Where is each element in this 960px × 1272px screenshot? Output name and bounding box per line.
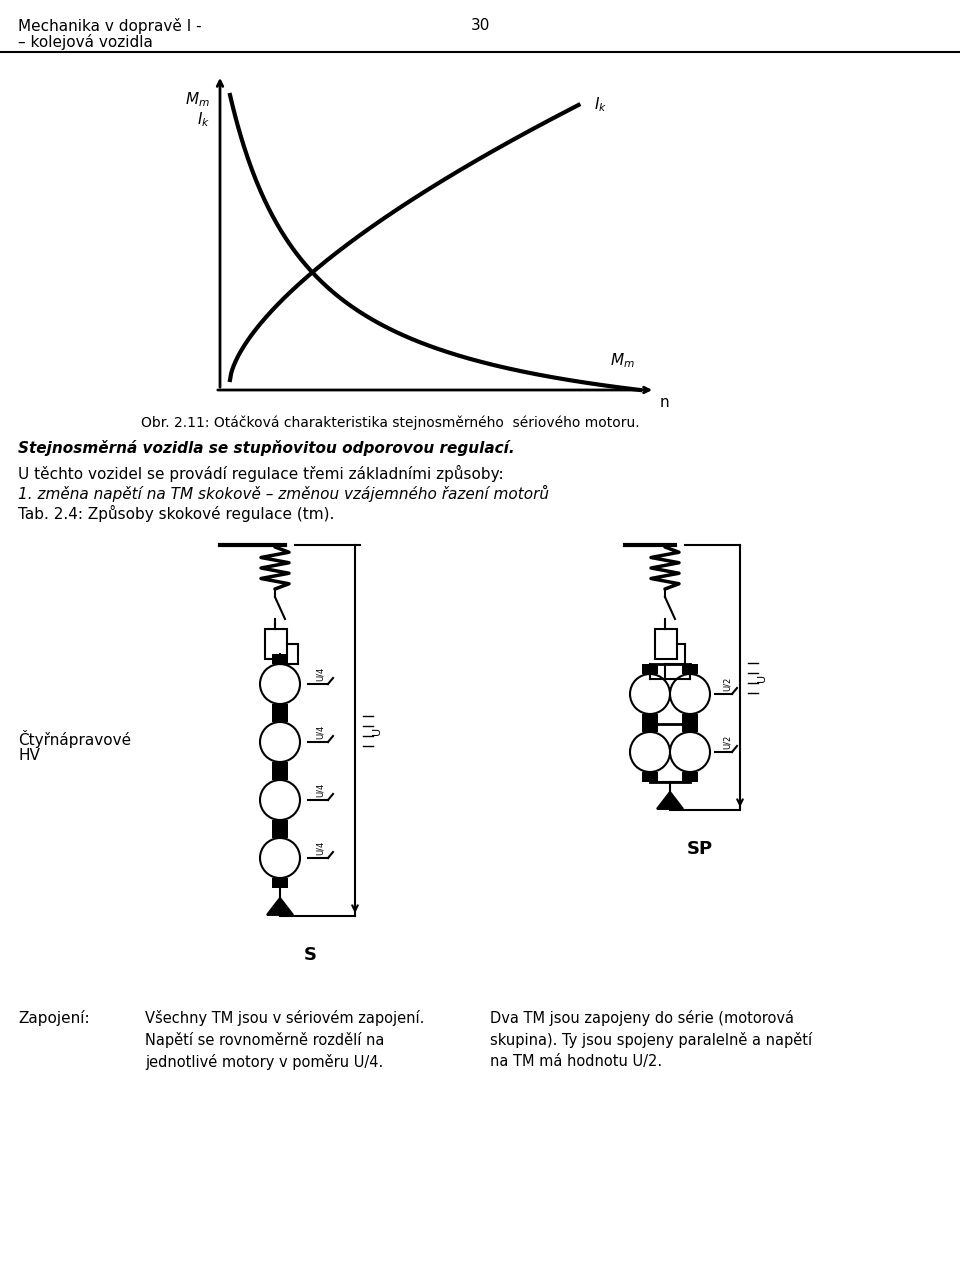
Text: Mechanika v dopravě I -: Mechanika v dopravě I - xyxy=(18,18,202,34)
Text: n: n xyxy=(660,396,670,410)
Bar xyxy=(265,628,287,659)
Text: HV: HV xyxy=(18,748,40,763)
Text: Dva TM jsou zapojeny do série (motorová: Dva TM jsou zapojeny do série (motorová xyxy=(490,1010,794,1027)
Text: U těchto vozidel se provádí regulace třemi základními způsoby:: U těchto vozidel se provádí regulace tře… xyxy=(18,466,504,482)
Text: $M_{m}$: $M_{m}$ xyxy=(185,90,210,109)
Bar xyxy=(682,722,698,731)
Bar xyxy=(642,714,658,724)
Text: Obr. 2.11: Otáčková charakteristika stejnosměrného  sériového motoru.: Obr. 2.11: Otáčková charakteristika stej… xyxy=(141,415,639,430)
Bar xyxy=(655,628,677,659)
Circle shape xyxy=(260,664,300,703)
Circle shape xyxy=(260,722,300,762)
Text: U/2: U/2 xyxy=(723,677,732,691)
Text: $M_{m}$: $M_{m}$ xyxy=(611,351,635,370)
Circle shape xyxy=(260,780,300,820)
Text: U/4: U/4 xyxy=(316,841,324,855)
Text: skupina). Ty jsou spojeny paralelně a napětí: skupina). Ty jsou spojeny paralelně a na… xyxy=(490,1032,812,1048)
Bar xyxy=(272,820,288,831)
Polygon shape xyxy=(657,792,683,809)
Text: Všechny TM jsou v sériovém zapojení.: Všechny TM jsou v sériovém zapojení. xyxy=(145,1010,424,1027)
Text: 1. změna napětí na TM skokově – změnou vzájemného řazení motorů: 1. změna napětí na TM skokově – změnou v… xyxy=(18,485,549,502)
Bar xyxy=(272,712,288,722)
Bar xyxy=(272,654,288,664)
Text: $I_{k}$: $I_{k}$ xyxy=(593,95,607,114)
Bar xyxy=(682,714,698,724)
Text: Tab. 2.4: Způsoby skokové regulace (tm).: Tab. 2.4: Způsoby skokové regulace (tm). xyxy=(18,505,334,522)
Text: U: U xyxy=(757,673,767,682)
Polygon shape xyxy=(267,898,293,915)
Text: SP: SP xyxy=(687,840,713,859)
Text: na TM má hodnotu U/2.: na TM má hodnotu U/2. xyxy=(490,1054,662,1068)
Text: U/2: U/2 xyxy=(723,735,732,749)
Bar xyxy=(272,762,288,772)
Circle shape xyxy=(670,731,710,772)
Bar xyxy=(272,878,288,888)
Bar xyxy=(682,772,698,782)
Text: S: S xyxy=(303,946,317,964)
Bar xyxy=(642,772,658,782)
Circle shape xyxy=(260,838,300,878)
Bar xyxy=(272,828,288,838)
Circle shape xyxy=(630,731,670,772)
Text: Napětí se rovnoměrně rozdělí na: Napětí se rovnoměrně rozdělí na xyxy=(145,1032,384,1048)
Text: Zapojení:: Zapojení: xyxy=(18,1010,89,1027)
Text: U/4: U/4 xyxy=(316,725,324,739)
Text: – kolejová vozidla: – kolejová vozidla xyxy=(18,34,153,50)
Text: Čtyřnápravové: Čtyřnápravové xyxy=(18,730,132,748)
Text: U/4: U/4 xyxy=(316,667,324,681)
Bar xyxy=(682,664,698,674)
Bar xyxy=(642,722,658,731)
Text: $I_{k}$: $I_{k}$ xyxy=(197,111,210,130)
Bar xyxy=(272,703,288,714)
Text: jednotlivé motory v poměru U/4.: jednotlivé motory v poměru U/4. xyxy=(145,1054,383,1070)
Text: Stejnosměrná vozidla se stupňovitou odporovou regulací.: Stejnosměrná vozidla se stupňovitou odpo… xyxy=(18,440,515,455)
Circle shape xyxy=(630,674,670,714)
Circle shape xyxy=(670,674,710,714)
Bar xyxy=(272,770,288,780)
Bar xyxy=(642,664,658,674)
Text: U: U xyxy=(372,726,382,734)
Text: U/4: U/4 xyxy=(316,782,324,798)
Text: 30: 30 xyxy=(470,18,490,33)
